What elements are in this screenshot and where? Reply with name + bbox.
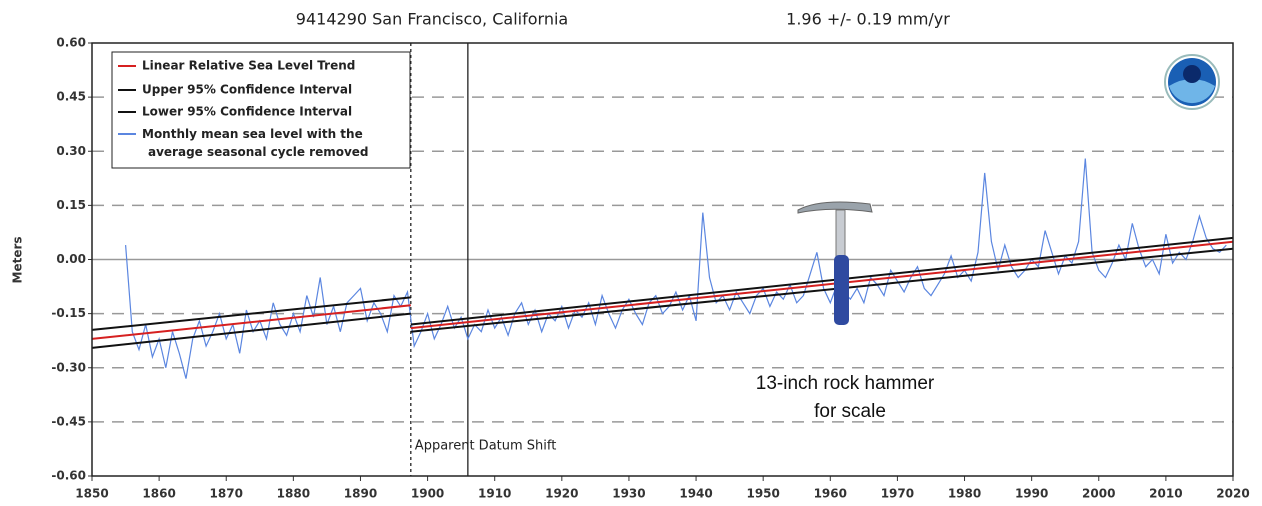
series-line <box>91 247 1234 349</box>
x-tick-label: 1980 <box>948 487 981 501</box>
x-tick-label: 2020 <box>1216 487 1249 501</box>
chart-subtitle: 1.96 +/- 0.19 mm/yr <box>786 10 950 29</box>
x-tick-label: 1890 <box>344 487 377 501</box>
x-tick-label: 1930 <box>612 487 645 501</box>
x-tick-label: 1880 <box>277 487 310 501</box>
rock-hammer <box>797 201 873 325</box>
x-tick-label: 2010 <box>1149 487 1182 501</box>
noaa-logo <box>1164 54 1220 110</box>
legend-label: Linear Relative Sea Level Trend <box>142 59 355 73</box>
x-tick-label: 1960 <box>814 487 847 501</box>
chart-title: 9414290 San Francisco, California <box>296 10 568 29</box>
x-tick-label: 1970 <box>881 487 914 501</box>
y-tick-label: 0.15 <box>56 198 86 212</box>
x-tick-label: 1870 <box>210 487 243 501</box>
x-tick-label: 1900 <box>411 487 444 501</box>
annotation: for scale <box>814 401 886 422</box>
y-tick-label: 0.60 <box>56 36 86 50</box>
x-tick-label: 1940 <box>679 487 712 501</box>
x-tick-label: 1910 <box>478 487 511 501</box>
annotation: 13-inch rock hammer <box>756 373 935 394</box>
x-tick-label: 1860 <box>142 487 175 501</box>
legend-label-line: Monthly mean sea level with the <box>142 127 363 141</box>
annotation: Apparent Datum Shift <box>415 439 557 454</box>
legend-label: Lower 95% Confidence Interval <box>142 105 352 119</box>
plot-border <box>91 42 1234 477</box>
series-line <box>91 236 1234 331</box>
y-tick-label: -0.30 <box>51 360 86 374</box>
y-tick-label: 0.30 <box>56 144 86 158</box>
y-axis-label: Meters <box>11 236 25 283</box>
y-tick-label: -0.60 <box>51 469 86 483</box>
y-tick-label: 0.45 <box>56 90 86 104</box>
x-tick-label: 1950 <box>746 487 779 501</box>
legend-label-line: average seasonal cycle removed <box>148 145 369 159</box>
x-tick-label: 2000 <box>1082 487 1115 501</box>
y-tick-label: 0.00 <box>56 252 86 266</box>
x-tick-label: 1990 <box>1015 487 1048 501</box>
y-tick-label: -0.15 <box>51 306 86 320</box>
legend-label: Upper 95% Confidence Interval <box>142 83 352 97</box>
legend-box <box>111 51 411 169</box>
y-tick-label: -0.45 <box>51 414 86 428</box>
series-line <box>125 158 1227 379</box>
series-line <box>91 240 1234 340</box>
legend-label: Monthly mean sea level with the average s… <box>142 127 369 159</box>
x-tick-label: 1920 <box>545 487 578 501</box>
x-tick-label: 1850 <box>75 487 108 501</box>
